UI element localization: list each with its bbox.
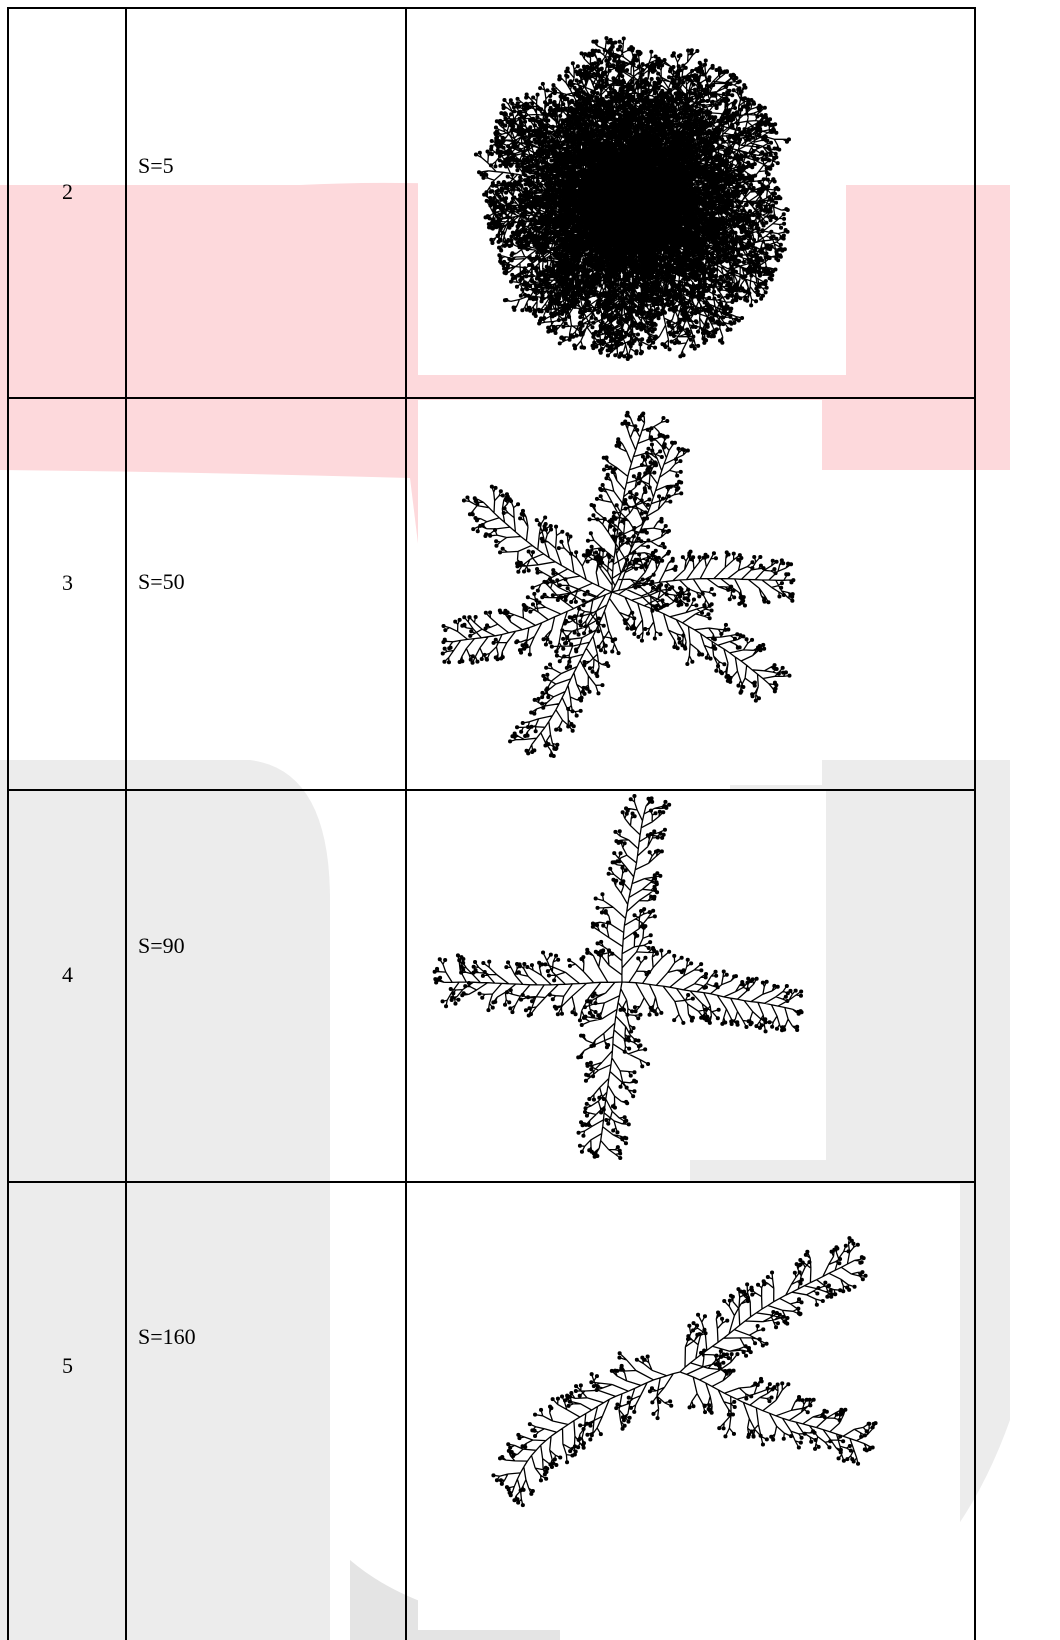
parameter: S=50 bbox=[138, 569, 185, 594]
watermark-shape bbox=[0, 760, 330, 1640]
fractal-tips bbox=[461, 484, 605, 608]
fractal-tips bbox=[622, 572, 792, 703]
fractal-images bbox=[432, 36, 878, 1508]
table-border bbox=[7, 7, 976, 1640]
fractal-branches bbox=[611, 550, 794, 611]
parameter: S=160 bbox=[138, 1324, 196, 1349]
fractal-tips bbox=[432, 794, 804, 1160]
image-bg bbox=[418, 400, 822, 785]
watermark-shape bbox=[350, 1180, 560, 1640]
image-backgrounds bbox=[418, 8, 960, 1630]
row-number: 4 bbox=[62, 962, 73, 987]
fractal-branches bbox=[611, 574, 790, 701]
row-number: 3 bbox=[62, 570, 73, 595]
row-number: 2 bbox=[62, 179, 73, 204]
fractal-tips bbox=[491, 1236, 878, 1508]
fractal-branches bbox=[463, 486, 613, 606]
table-text: 2 S=5 3 S=50 4 S=90 5 S=160 bbox=[62, 153, 196, 1378]
fractal-branches bbox=[493, 1238, 877, 1506]
parameter: S=90 bbox=[138, 933, 185, 958]
row-number: 5 bbox=[62, 1353, 73, 1378]
parameter: S=5 bbox=[138, 153, 174, 178]
fractal-branches bbox=[595, 436, 689, 593]
fractal-tips bbox=[508, 606, 637, 758]
table-grid bbox=[7, 7, 976, 1640]
fractal-tips bbox=[473, 36, 791, 361]
